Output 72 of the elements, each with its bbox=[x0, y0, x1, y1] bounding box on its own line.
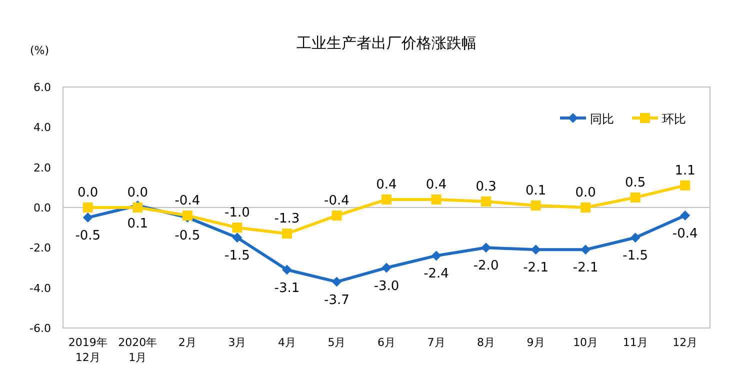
legend-label: 环比 bbox=[662, 112, 686, 126]
x-tick-label: 2019年 12月 bbox=[68, 336, 108, 364]
y-tick-label: 4.0 bbox=[34, 121, 51, 134]
y-tick-label: -2.0 bbox=[30, 242, 51, 255]
point bbox=[82, 202, 93, 212]
legend-label: 同比 bbox=[590, 112, 614, 126]
x-tick-label: 2020年 1月 bbox=[118, 336, 158, 364]
point bbox=[382, 194, 392, 204]
data-label: 0.5 bbox=[625, 175, 646, 190]
point bbox=[332, 210, 342, 221]
data-label: -1.3 bbox=[274, 212, 300, 227]
data-label: -1.5 bbox=[622, 248, 648, 264]
data-label: 0.0 bbox=[575, 186, 596, 200]
point bbox=[232, 232, 242, 243]
data-label: 0.1 bbox=[525, 183, 546, 198]
x-tick-label: 3月 bbox=[228, 336, 246, 349]
data-label: 0.4 bbox=[426, 177, 447, 192]
data-label: -0.5 bbox=[75, 228, 101, 244]
data-label: -2.1 bbox=[572, 260, 598, 276]
data-label: 0.1 bbox=[127, 216, 148, 232]
y-tick-label: 6.0 bbox=[34, 81, 51, 94]
point bbox=[481, 242, 492, 253]
point bbox=[82, 212, 93, 223]
x-tick-label: 6月 bbox=[378, 336, 396, 349]
point bbox=[282, 264, 292, 275]
data-label: 0.4 bbox=[376, 177, 397, 192]
point bbox=[680, 210, 690, 221]
point bbox=[431, 250, 442, 261]
data-label: 0.0 bbox=[78, 186, 98, 200]
point bbox=[630, 232, 640, 243]
y-tick-label: 0.0 bbox=[34, 202, 51, 214]
data-label: -0.4 bbox=[672, 226, 698, 242]
data-label: -3.7 bbox=[324, 292, 350, 308]
point bbox=[481, 196, 492, 206]
x-tick-label: 5月 bbox=[328, 336, 346, 349]
data-label: -0.5 bbox=[174, 228, 200, 244]
data-label: -1.5 bbox=[224, 248, 250, 264]
data-label: -2.4 bbox=[424, 266, 449, 282]
x-tick-label: 9月 bbox=[526, 336, 545, 349]
x-tick-label: 7月 bbox=[427, 336, 446, 349]
x-tick-label: 4月 bbox=[278, 336, 296, 349]
x-tick-label: 8月 bbox=[477, 336, 496, 349]
point bbox=[382, 262, 392, 273]
point bbox=[680, 180, 690, 190]
y-tick-label: 2.0 bbox=[34, 161, 51, 174]
data-label: 1.1 bbox=[674, 163, 696, 178]
data-label: 0.0 bbox=[127, 186, 148, 200]
point bbox=[580, 244, 591, 255]
data-label: -0.4 bbox=[324, 194, 350, 209]
y-tick-label: -4.0 bbox=[30, 282, 51, 295]
point bbox=[431, 194, 442, 204]
x-tick-label: 10月 bbox=[573, 336, 598, 349]
chart-title: 工业生产者出厂价格涨跌幅 bbox=[296, 34, 476, 52]
y-tick-label: -6.0 bbox=[30, 322, 51, 335]
data-label: -2.0 bbox=[473, 258, 499, 274]
data-label: -1.0 bbox=[224, 206, 250, 221]
x-tick-label: 2月 bbox=[178, 336, 196, 349]
data-label: -2.1 bbox=[523, 260, 548, 276]
data-label: -3.1 bbox=[274, 280, 300, 296]
x-tick-label: 12月 bbox=[672, 336, 698, 349]
data-label: 0.3 bbox=[476, 179, 496, 194]
point bbox=[630, 192, 640, 202]
point bbox=[232, 222, 242, 233]
data-label: -3.0 bbox=[374, 278, 400, 294]
point bbox=[332, 276, 342, 287]
point bbox=[580, 202, 591, 212]
x-tick-label: 11月 bbox=[622, 336, 648, 349]
data-label: -0.4 bbox=[174, 194, 200, 209]
point bbox=[530, 200, 541, 210]
y-axis-title: (%) bbox=[30, 44, 50, 57]
point bbox=[530, 244, 541, 255]
point bbox=[282, 228, 292, 239]
